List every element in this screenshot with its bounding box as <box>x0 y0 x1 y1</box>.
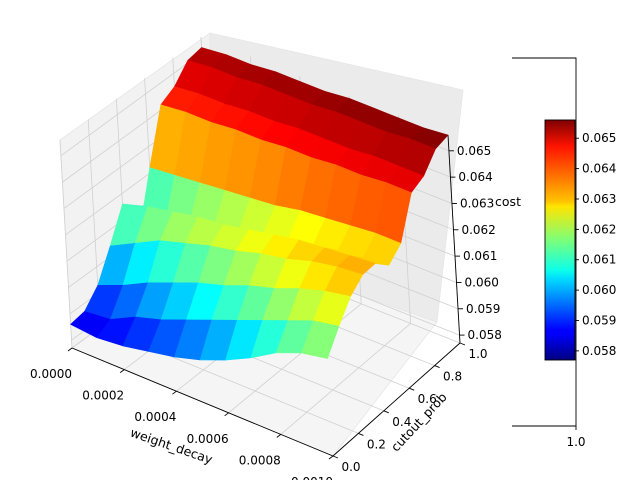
axes <box>67 134 466 460</box>
y-tick-label: 1.0 <box>468 347 487 361</box>
x-tick-label: 0.0002 <box>82 389 124 403</box>
y-tick-label: 0.0 <box>341 460 360 474</box>
x-tick <box>119 369 125 373</box>
y-tick <box>358 432 364 436</box>
colorbar-tick-label: 0.061 <box>582 253 616 267</box>
colorbar-tick-label: 0.062 <box>582 222 616 236</box>
x-tick-label: 0.0000 <box>30 367 72 381</box>
z-tick-label: 0.064 <box>458 170 492 184</box>
x-tick-label: 0.0010 <box>291 475 333 480</box>
colorbar-tick-label: 0.058 <box>582 344 616 358</box>
y-tick <box>459 342 466 346</box>
z-tick-label: 0.061 <box>463 249 497 263</box>
colorbar-ticks: 0.058 0.059 0.060 0.061 0.062 0.063 0.064 0.065 <box>575 131 616 358</box>
z-axis-line <box>447 134 461 344</box>
colorbar-tick-label: 0.060 <box>582 283 616 297</box>
z-tick-label: 0.065 <box>457 144 491 158</box>
tick-labels: 0.0000 0.0002 0.0004 0.0006 0.0008 0.0010 0.0 0… <box>30 144 502 480</box>
y-axis-line <box>332 342 461 457</box>
colorbar-extra-tick-label: 1.0 <box>566 435 585 449</box>
x-tick <box>224 412 229 417</box>
colorbar-extra-axis <box>512 57 577 427</box>
x-tick <box>276 434 282 438</box>
y-tick <box>383 410 389 414</box>
z-tick-label: 0.063 <box>460 196 494 210</box>
grid-line-x <box>280 323 411 435</box>
x-tick <box>67 347 73 352</box>
y-tick <box>434 365 440 369</box>
surface-mesh <box>70 47 449 361</box>
y-tick-label: 0.8 <box>443 370 462 384</box>
colorbar-tick-label: 0.064 <box>582 162 616 176</box>
x-tick-label: 0.0008 <box>239 453 281 467</box>
x-tick-label: 0.0006 <box>187 432 229 446</box>
x-tick-label: 0.0004 <box>134 410 176 424</box>
z-axis-label: cost <box>495 194 521 209</box>
surface-patch <box>301 320 340 359</box>
colorbar-tick-label: 0.059 <box>582 314 616 328</box>
colorbar-gradient <box>544 119 576 361</box>
x-axis-line <box>71 347 334 457</box>
colorbar-tick-label: 0.063 <box>582 192 616 206</box>
z-tick-label: 0.059 <box>466 302 500 316</box>
grid-line-z <box>60 52 203 157</box>
z-tick-label: 0.058 <box>468 328 502 342</box>
y-tick <box>332 455 339 459</box>
y-tick-label: 0.6 <box>418 392 437 406</box>
y-tick <box>409 387 415 391</box>
x-tick <box>328 455 334 460</box>
z-tick-label: 0.060 <box>465 275 499 289</box>
colorbar-tick-label: 0.065 <box>582 131 616 145</box>
z-tick-label: 0.062 <box>461 223 495 237</box>
x-tick <box>172 390 177 395</box>
y-tick-label: 0.4 <box>392 415 411 429</box>
y-tick-label: 0.2 <box>367 437 386 451</box>
colorbar: 1.0 0.0580.0590.0600.0610.0620.0630.0640… <box>512 57 616 449</box>
